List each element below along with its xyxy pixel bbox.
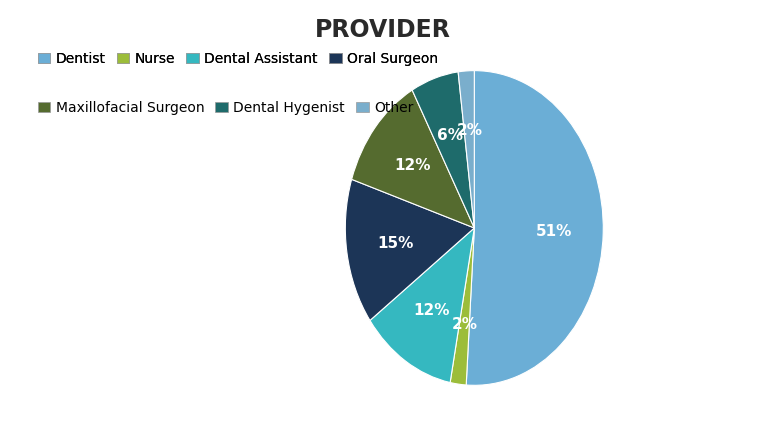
Wedge shape (345, 179, 474, 320)
Text: 15%: 15% (377, 236, 414, 251)
Wedge shape (352, 90, 474, 228)
Text: 6%: 6% (437, 128, 463, 143)
Text: 2%: 2% (451, 317, 477, 332)
Wedge shape (450, 228, 474, 385)
Wedge shape (370, 228, 474, 383)
Text: 51%: 51% (536, 224, 572, 239)
Wedge shape (466, 71, 604, 385)
Legend: Dentist, Nurse, Dental Assistant, Oral Surgeon: Dentist, Nurse, Dental Assistant, Oral S… (37, 52, 438, 66)
Text: 12%: 12% (395, 158, 431, 173)
Wedge shape (412, 72, 474, 228)
Wedge shape (458, 71, 474, 228)
Legend: Maxillofacial Surgeon, Dental Hygenist, Other: Maxillofacial Surgeon, Dental Hygenist, … (37, 101, 414, 115)
Text: 2%: 2% (456, 123, 482, 138)
Text: PROVIDER: PROVIDER (314, 18, 451, 42)
Text: 12%: 12% (413, 303, 450, 318)
